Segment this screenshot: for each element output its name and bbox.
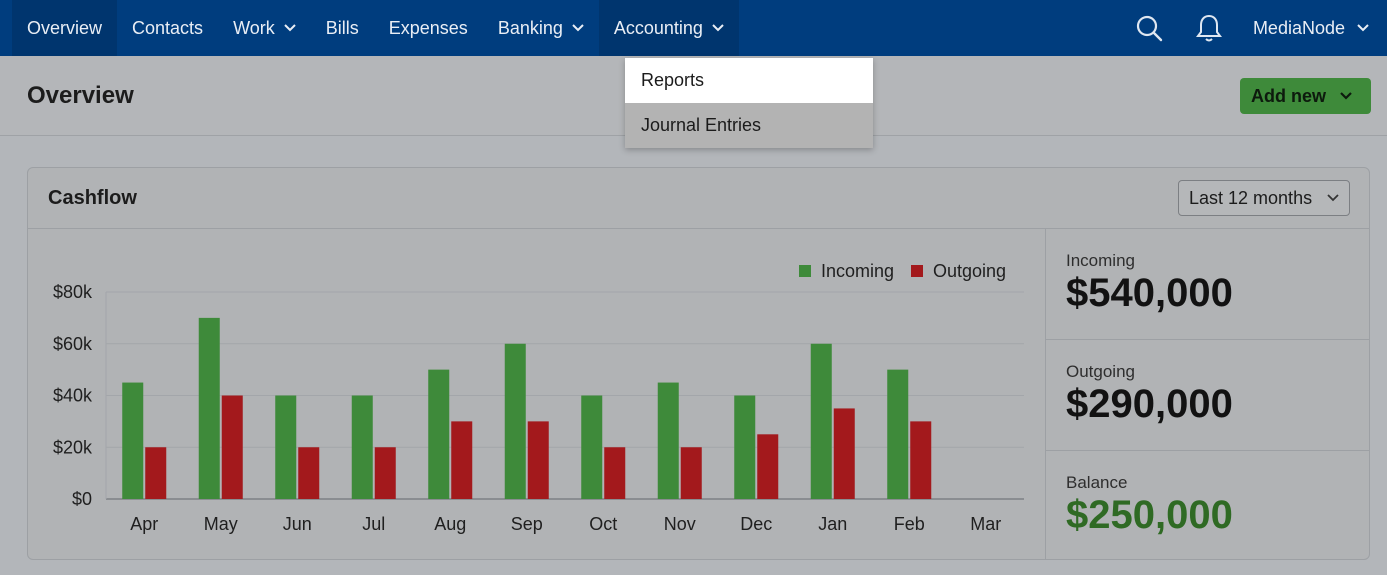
incoming-bar [351, 395, 373, 499]
x-tick-label: May [204, 514, 238, 534]
incoming-bar [657, 382, 679, 499]
nav-item-banking[interactable]: Banking [483, 0, 599, 56]
incoming-bar [734, 395, 756, 499]
cashflow-chart: $0 $20k $40k $60k $80k Apr May Jun Jul Aug Sep Oct N… [28, 229, 1045, 559]
outgoing-bar [374, 447, 396, 499]
cashflow-card-header: Cashflow Last 12 months [28, 168, 1369, 229]
stat-value: $290,000 [1066, 382, 1233, 426]
nav-right: MediaNode [1119, 0, 1387, 56]
accounting-dropdown: Reports Journal Entries [625, 58, 873, 148]
incoming-bar [428, 369, 450, 499]
add-new-label: Add new [1251, 85, 1326, 106]
nav-item-work[interactable]: Work [218, 0, 311, 56]
account-name: MediaNode [1252, 17, 1345, 38]
nav-item-bills[interactable]: Bills [311, 0, 374, 56]
x-tick-label: Dec [740, 514, 772, 534]
legend-label: Incoming [821, 261, 894, 281]
main-menu: Overview Contacts Work Bills Expenses Banking… [0, 0, 739, 56]
x-tick-label: Jan [818, 514, 847, 534]
incoming-bar [275, 395, 297, 499]
stat-incoming: Incoming $540,000 [1046, 229, 1369, 340]
stat-label: Incoming [1066, 251, 1135, 270]
chevron-down-icon [284, 24, 296, 32]
nav-item-accounting[interactable]: Accounting [598, 0, 739, 56]
chevron-down-icon [712, 24, 724, 32]
x-tick-label: Oct [589, 514, 617, 534]
chevron-down-icon [1340, 92, 1352, 100]
stat-value: $540,000 [1066, 271, 1233, 315]
y-tick-label: $40k [53, 386, 93, 406]
x-tick-label: Mar [970, 514, 1001, 534]
date-range-value: Last 12 months [1189, 187, 1313, 208]
outgoing-bar [910, 421, 932, 499]
menu-item-journal-entries[interactable]: Journal Entries [641, 115, 762, 135]
nav-item-label: Accounting [613, 17, 703, 38]
y-tick-label: $0 [72, 489, 92, 509]
nav-item-label: Contacts [132, 17, 204, 38]
cashflow-card: Cashflow Last 12 months $0 $20k $40k $60k $8… [27, 167, 1370, 560]
incoming-bar [581, 395, 603, 499]
outgoing-bar [221, 395, 243, 499]
incoming-bar [198, 317, 220, 499]
legend-swatch [911, 265, 923, 277]
menu-item-reports[interactable]: Reports [625, 58, 873, 103]
stat-balance: Balance $250,000 [1046, 451, 1369, 559]
outgoing-bar [451, 421, 473, 499]
nav-item-label: Bills [325, 17, 359, 38]
legend-label: Outgoing [933, 261, 1006, 281]
stat-outgoing: Outgoing $290,000 [1046, 340, 1369, 451]
stat-label: Outgoing [1066, 362, 1135, 381]
outgoing-bar [757, 434, 779, 499]
stat-value: $250,000 [1066, 493, 1233, 537]
cashflow-bar-chart: $0 $20k $40k $60k $80k Apr May Jun Jul Aug Sep Oct N… [53, 261, 1024, 534]
x-tick-label: Apr [130, 514, 158, 534]
cashflow-stats: Incoming $540,000 Outgoing $290,000 Balance $… [1045, 229, 1369, 559]
account-menu[interactable]: MediaNode [1239, 18, 1369, 39]
bell-icon[interactable] [1179, 0, 1239, 56]
outgoing-bar [833, 408, 855, 499]
top-nav: Overview Contacts Work Bills Expenses Banking… [0, 0, 1387, 56]
search-icon[interactable] [1119, 0, 1179, 56]
add-new-button[interactable]: Add new [1240, 78, 1371, 114]
incoming-bar [887, 369, 909, 499]
outgoing-bar [680, 447, 702, 499]
outgoing-bar [145, 447, 167, 499]
nav-item-label: Expenses [388, 17, 468, 38]
nav-item-label: Work [233, 17, 275, 38]
page-title: Overview [27, 82, 134, 109]
x-tick-label: Nov [664, 514, 696, 534]
y-tick-label: $60k [53, 334, 93, 354]
nav-item-overview[interactable]: Overview [12, 0, 118, 56]
stat-label: Balance [1066, 473, 1128, 492]
x-tick-label: Sep [511, 514, 543, 534]
chevron-down-icon [1327, 194, 1339, 202]
incoming-bar [122, 382, 144, 499]
x-tick-label: Jul [362, 514, 385, 534]
nav-item-contacts[interactable]: Contacts [117, 0, 218, 56]
outgoing-bar [604, 447, 626, 499]
x-tick-label: Aug [434, 514, 466, 534]
cashflow-title: Cashflow [48, 187, 137, 209]
date-range-select[interactable]: Last 12 months [1178, 180, 1350, 216]
x-tick-label: Jun [283, 514, 312, 534]
incoming-bar [810, 343, 832, 499]
nav-item-expenses[interactable]: Expenses [374, 0, 483, 56]
outgoing-bar [298, 447, 320, 499]
y-tick-label: $20k [53, 437, 93, 457]
y-tick-label: $80k [53, 282, 93, 302]
nav-item-label: Banking [497, 17, 563, 38]
incoming-bar [504, 343, 526, 499]
x-tick-label: Feb [894, 514, 925, 534]
legend-swatch [799, 265, 811, 277]
nav-item-label: Overview [27, 17, 103, 38]
chevron-down-icon [572, 24, 584, 32]
chevron-down-icon [1357, 24, 1369, 32]
outgoing-bar [527, 421, 549, 499]
